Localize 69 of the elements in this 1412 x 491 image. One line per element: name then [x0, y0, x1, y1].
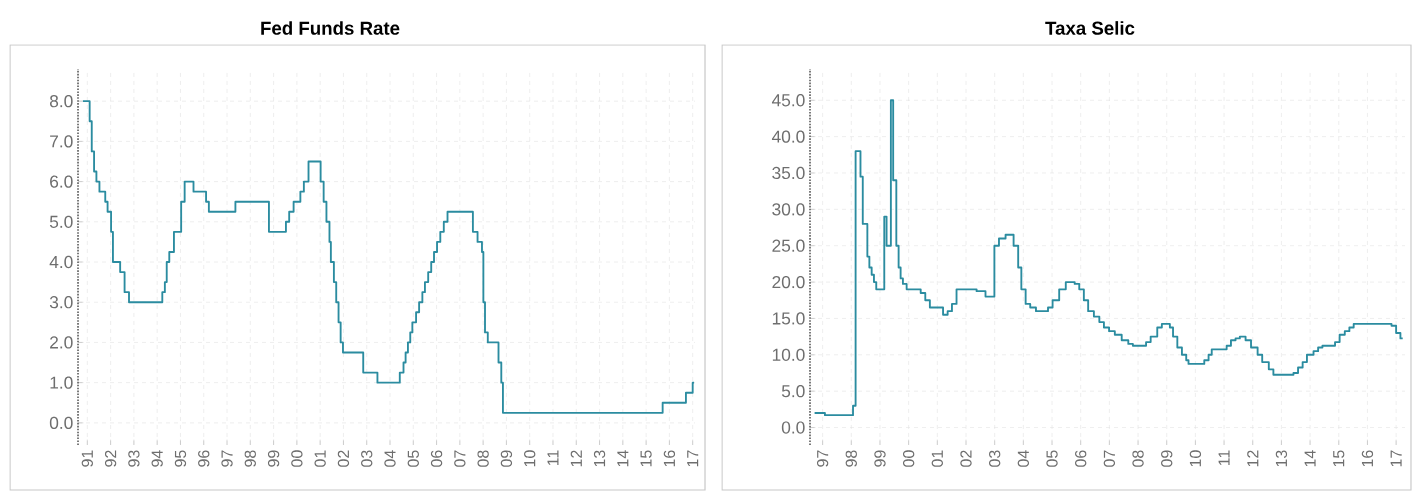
x-tick-label: 03: [361, 450, 373, 467]
x-tick-label: 09: [500, 450, 513, 467]
x-tick-label: 08: [1132, 450, 1144, 467]
x-tick-label: 10: [1189, 450, 1202, 467]
x-tick-label: 96: [198, 450, 210, 467]
x-tick-label: 16: [1361, 450, 1374, 467]
chart-title: Fed Funds Rate: [261, 21, 400, 35]
y-tick-label: 35.0: [772, 166, 805, 180]
x-tick-label: 99: [874, 450, 886, 467]
y-tick-label: 4.0: [49, 255, 73, 269]
x-tick-label: 06: [430, 450, 443, 467]
x-tick-label: 00: [291, 450, 303, 467]
x-tick-label: 04: [384, 450, 396, 467]
x-tick-label: 13: [593, 450, 606, 467]
y-tick-label: 8.0: [49, 95, 73, 108]
x-tick-label: 99: [267, 450, 280, 467]
x-tick-label: 17: [1390, 450, 1402, 467]
x-tick-label: 09: [1161, 450, 1173, 467]
y-tick-label: 1.0: [50, 376, 73, 389]
x-tick-label: 14: [1304, 450, 1316, 467]
y-tick-label: 10.0: [772, 348, 805, 361]
y-tick-label: 5.0: [781, 385, 805, 398]
x-tick-label: 14: [617, 450, 629, 467]
x-tick-label: 06: [1075, 450, 1087, 467]
x-tick-label: 97: [816, 450, 829, 467]
x-tick-label: 01: [314, 450, 326, 467]
x-tick-label: 00: [902, 450, 915, 467]
y-tick-label: 0.0: [49, 416, 73, 429]
x-tick-label: 04: [1017, 450, 1029, 467]
y-tick-label: 7.0: [50, 135, 73, 148]
x-tick-label: 11: [547, 450, 559, 466]
x-tick-label: 03: [989, 450, 1001, 467]
x-tick-label: 07: [454, 450, 466, 467]
x-tick-label: 97: [221, 450, 233, 467]
y-tick-label: 5.0: [49, 215, 73, 228]
x-tick-label: 08: [477, 450, 489, 467]
chart-title: Taxa Selic: [1045, 21, 1135, 35]
x-tick-label: 13: [1275, 450, 1288, 467]
x-tick-label: 02: [337, 450, 350, 467]
x-tick-label: 98: [244, 450, 256, 467]
x-tick-label: 05: [1046, 450, 1058, 467]
x-tick-label: 17: [687, 450, 699, 467]
x-tick-label: 95: [174, 450, 187, 467]
y-tick-label: 2.0: [50, 336, 73, 349]
x-tick-label: 15: [640, 450, 652, 467]
y-tick-label: 6.0: [50, 175, 73, 188]
y-tick-label: 30.0: [772, 203, 805, 216]
x-tick-label: 93: [128, 450, 140, 467]
x-tick-label: 07: [1103, 450, 1116, 467]
x-tick-label: 01: [931, 450, 943, 467]
y-tick-label: 3.0: [49, 296, 73, 309]
x-tick-label: 15: [1333, 450, 1345, 467]
x-tick-label: 12: [570, 450, 582, 467]
y-tick-label: 40.0: [771, 130, 805, 143]
y-tick-label: 45.0: [771, 94, 805, 107]
x-tick-label: 16: [663, 450, 676, 467]
x-tick-label: 92: [104, 450, 117, 467]
x-tick-label: 98: [845, 450, 857, 467]
x-tick-label: 94: [151, 450, 163, 467]
x-tick-label: 12: [1247, 450, 1259, 467]
y-tick-label: 25.0: [772, 239, 805, 252]
x-tick-label: 91: [81, 450, 93, 467]
y-tick-label: 20.0: [772, 275, 805, 289]
x-tick-label: 05: [407, 450, 419, 467]
x-tick-label: 11: [1218, 450, 1230, 466]
x-tick-label: 10: [524, 450, 536, 467]
x-tick-label: 02: [960, 450, 972, 467]
y-tick-label: 0.0: [781, 421, 805, 434]
y-tick-label: 15.0: [772, 312, 805, 325]
